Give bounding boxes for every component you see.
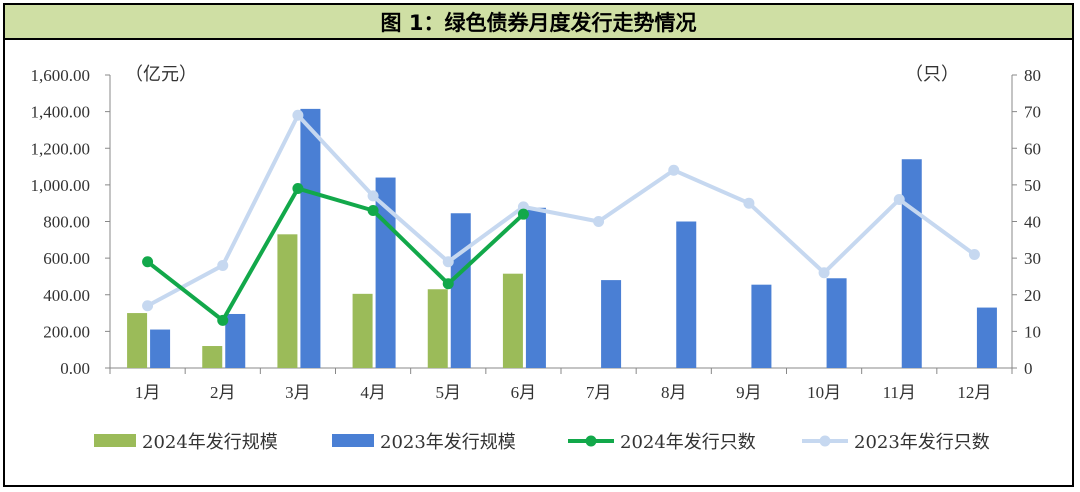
- line-point: [668, 164, 680, 176]
- line-point: [517, 208, 529, 220]
- right-tick-label: 60: [1024, 139, 1041, 158]
- bar: [525, 207, 546, 368]
- line-point: [292, 183, 304, 195]
- bar: [352, 293, 373, 368]
- line-point: [593, 216, 605, 227]
- x-tick-label: 5月: [436, 383, 462, 402]
- line-point: [142, 300, 154, 312]
- legend-label: 2023年发行规模: [380, 432, 516, 453]
- x-tick-label: 4月: [360, 383, 386, 402]
- bar: [502, 273, 523, 368]
- line-point: [292, 109, 304, 121]
- x-tick-label: 6月: [511, 383, 537, 402]
- left-tick-label: 1,200.00: [31, 139, 91, 158]
- bar: [150, 329, 171, 368]
- right-tick-label: 40: [1024, 213, 1041, 232]
- bar: [300, 108, 321, 369]
- right-tick-label: 10: [1024, 322, 1041, 341]
- bar: [277, 234, 298, 368]
- line-point: [442, 256, 454, 268]
- x-tick-label: 7月: [586, 383, 612, 402]
- right-unit-label: （只）: [905, 64, 959, 85]
- line-point: [367, 205, 379, 217]
- legend: 2024年发行规模 2023年发行规模 2024年发行只数 2023年发行只数: [94, 432, 990, 453]
- legend-swatch: [332, 434, 374, 447]
- lines: [142, 109, 980, 326]
- line-point: [968, 248, 980, 260]
- legend-marker: [585, 435, 597, 447]
- left-tick-label: 1,600.00: [31, 66, 91, 85]
- x-tick-label: 3月: [285, 383, 311, 402]
- line-point: [818, 267, 830, 279]
- left-unit-label: （亿元）: [125, 64, 197, 85]
- bars: [127, 108, 997, 369]
- line-point: [142, 256, 154, 268]
- left-tick-label: 200.00: [43, 322, 90, 341]
- legend-label: 2023年发行只数: [854, 432, 990, 453]
- left-tick-label: 600.00: [43, 249, 90, 268]
- x-tick-label: 1月: [135, 383, 161, 402]
- left-tick-label: 1,000.00: [31, 176, 91, 195]
- bar: [601, 280, 622, 368]
- x-tick-label: 9月: [736, 383, 762, 402]
- line-point: [367, 190, 379, 202]
- axes: 0.00 200.00 400.00 600.00 800.00 1,000.00 1,20…: [31, 64, 1042, 402]
- bar: [225, 313, 246, 368]
- line-point: [893, 194, 905, 206]
- left-tick-label: 800.00: [43, 213, 90, 232]
- right-tick-label: 0: [1024, 359, 1033, 378]
- right-tick-label: 80: [1024, 66, 1041, 85]
- legend-label: 2024年发行规模: [142, 432, 278, 453]
- right-tick-label: 70: [1024, 103, 1041, 122]
- legend-marker: [819, 435, 831, 447]
- bar: [901, 159, 922, 368]
- left-tick-label: 1,400.00: [31, 103, 91, 122]
- title-bar: 图 1：绿色债券月度发行走势情况: [5, 5, 1072, 40]
- chart-title: 图 1：绿色债券月度发行走势情况: [380, 10, 697, 35]
- bar: [676, 221, 697, 368]
- left-tick-label: 400.00: [43, 286, 90, 305]
- x-tick-label: 2月: [210, 383, 236, 402]
- left-tick-label: 0.00: [60, 359, 90, 378]
- bar: [427, 289, 448, 368]
- right-tick-label: 30: [1024, 249, 1041, 268]
- line-point: [442, 278, 454, 290]
- x-tick-label: 12月: [957, 383, 991, 402]
- bar: [127, 313, 148, 368]
- legend-swatch: [94, 434, 136, 447]
- series-line: [146, 186, 525, 323]
- line-point: [743, 197, 755, 209]
- x-tick-label: 8月: [661, 383, 687, 402]
- bar: [976, 307, 997, 368]
- bar: [826, 278, 847, 368]
- right-tick-label: 20: [1024, 286, 1041, 305]
- chart-frame: 图 1：绿色债券月度发行走势情况: [3, 3, 1074, 487]
- bar: [202, 346, 223, 368]
- line-point: [217, 314, 229, 326]
- bar: [450, 213, 471, 368]
- bar: [751, 284, 772, 368]
- x-tick-label: 10月: [807, 383, 841, 402]
- right-tick-label: 50: [1024, 176, 1041, 195]
- line-point: [217, 259, 229, 271]
- x-tick-label: 11月: [883, 383, 916, 402]
- series-line: [146, 113, 976, 308]
- legend-label: 2024年发行只数: [620, 432, 756, 453]
